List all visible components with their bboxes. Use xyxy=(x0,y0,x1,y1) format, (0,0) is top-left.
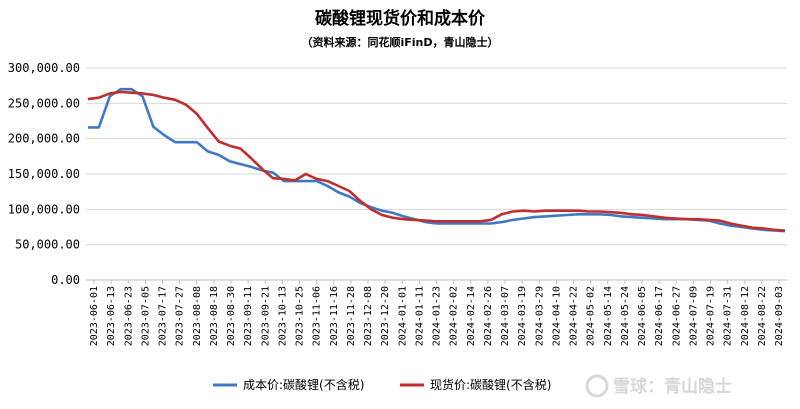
x-tick-label: 2023-11-06 xyxy=(312,286,323,346)
legend: 成本价:碳酸锂(不含税) 现货价:碳酸锂(不含税) xyxy=(213,377,551,392)
x-tick-label: 2023-06-01 xyxy=(89,286,100,346)
x-tick-label: 2024-03-07 xyxy=(500,286,511,346)
x-tick-label: 2024-02-26 xyxy=(483,286,494,346)
series-line-spot xyxy=(87,90,786,232)
x-tick-label: 2024-03-19 xyxy=(517,286,528,346)
x-tick-label: 2024-03-29 xyxy=(534,286,545,346)
x-tick-label: 2024-01-23 xyxy=(432,286,443,346)
y-tick-label: 250,000.00 xyxy=(8,96,80,110)
x-tick-label: 2023-09-21 xyxy=(260,286,271,346)
x-tick-label: 2024-02-02 xyxy=(449,286,460,346)
y-tick-label: 100,000.00 xyxy=(8,202,80,216)
x-tick-label: 2023-10-13 xyxy=(277,286,288,346)
x-tick-label: 2024-07-19 xyxy=(706,286,717,346)
x-tick-label: 2024-04-22 xyxy=(569,286,580,346)
x-tick-label: 2023-08-08 xyxy=(192,286,203,346)
x-tick-label: 2024-05-02 xyxy=(586,286,597,346)
chart-subtitle: （资料来源：同花顺iFinD，青山隐士） xyxy=(301,35,498,49)
x-tick-label: 2023-12-08 xyxy=(363,286,374,346)
x-tick-label: 2023-11-16 xyxy=(329,286,340,346)
x-tick-label: 2024-06-27 xyxy=(671,286,682,346)
x-tick-label: 2024-05-24 xyxy=(620,286,631,346)
chart-title: 碳酸锂现货价和成本价 xyxy=(315,8,486,29)
x-tick-label: 2024-02-14 xyxy=(466,286,477,346)
x-axis: 2023-06-01 2023-06-13 2023-06-23 2023-07-05… xyxy=(86,279,787,346)
x-tick-label: 2024-05-14 xyxy=(603,286,614,346)
legend-cost-label: 成本价:碳酸锂(不含税) xyxy=(243,377,364,392)
x-tick-label: 2023-09-11 xyxy=(243,286,254,346)
x-tick-label: 2024-08-22 xyxy=(757,286,768,346)
y-tick-label: 150,000.00 xyxy=(8,167,80,181)
x-tick-label: 2023-06-13 xyxy=(106,286,117,346)
x-tick-label: 2024-09-03 xyxy=(774,286,785,346)
x-tick-label: 2023-11-28 xyxy=(346,286,357,346)
x-tick-label: 2024-07-31 xyxy=(723,286,734,346)
y-tick-label: 50,000.00 xyxy=(15,238,80,252)
watermark: 雪球：青山隐士 xyxy=(585,374,732,398)
series-lines xyxy=(87,87,786,233)
legend-spot-label: 现货价:碳酸锂(不含税) xyxy=(430,377,551,392)
x-tick-label: 2024-01-11 xyxy=(414,286,425,346)
x-tick-label: 2024-08-12 xyxy=(740,286,751,346)
y-tick-label: 300,000.00 xyxy=(8,61,80,75)
x-tick-label: 2024-04-10 xyxy=(551,286,562,346)
watermark-text: 雪球：青山隐士 xyxy=(613,376,732,397)
x-tick-label: 2024-01-01 xyxy=(397,286,408,346)
y-tick-label: 0.00 xyxy=(51,273,80,287)
x-tick-label: 2023-07-05 xyxy=(140,286,151,346)
gridlines xyxy=(86,67,787,281)
x-tick-label: 2024-06-05 xyxy=(637,286,648,346)
x-tick-label: 2024-07-09 xyxy=(688,286,699,346)
x-tick-label: 2023-08-18 xyxy=(209,286,220,346)
x-tick-label: 2023-12-20 xyxy=(380,286,391,346)
x-tick-label: 2023-07-17 xyxy=(158,286,169,346)
y-tick-label: 200,000.00 xyxy=(8,132,80,146)
y-axis: 300,000.00 250,000.00 200,000.00 150,000.00… xyxy=(8,61,80,287)
x-tick-label: 2023-08-30 xyxy=(226,286,237,346)
x-tick-label: 2023-10-25 xyxy=(295,286,306,346)
x-tick-label: 2023-06-23 xyxy=(123,286,134,346)
x-tick-label: 2024-06-17 xyxy=(654,286,665,346)
x-tick-label: 2023-07-27 xyxy=(175,286,186,346)
snowball-logo-icon xyxy=(585,374,609,398)
